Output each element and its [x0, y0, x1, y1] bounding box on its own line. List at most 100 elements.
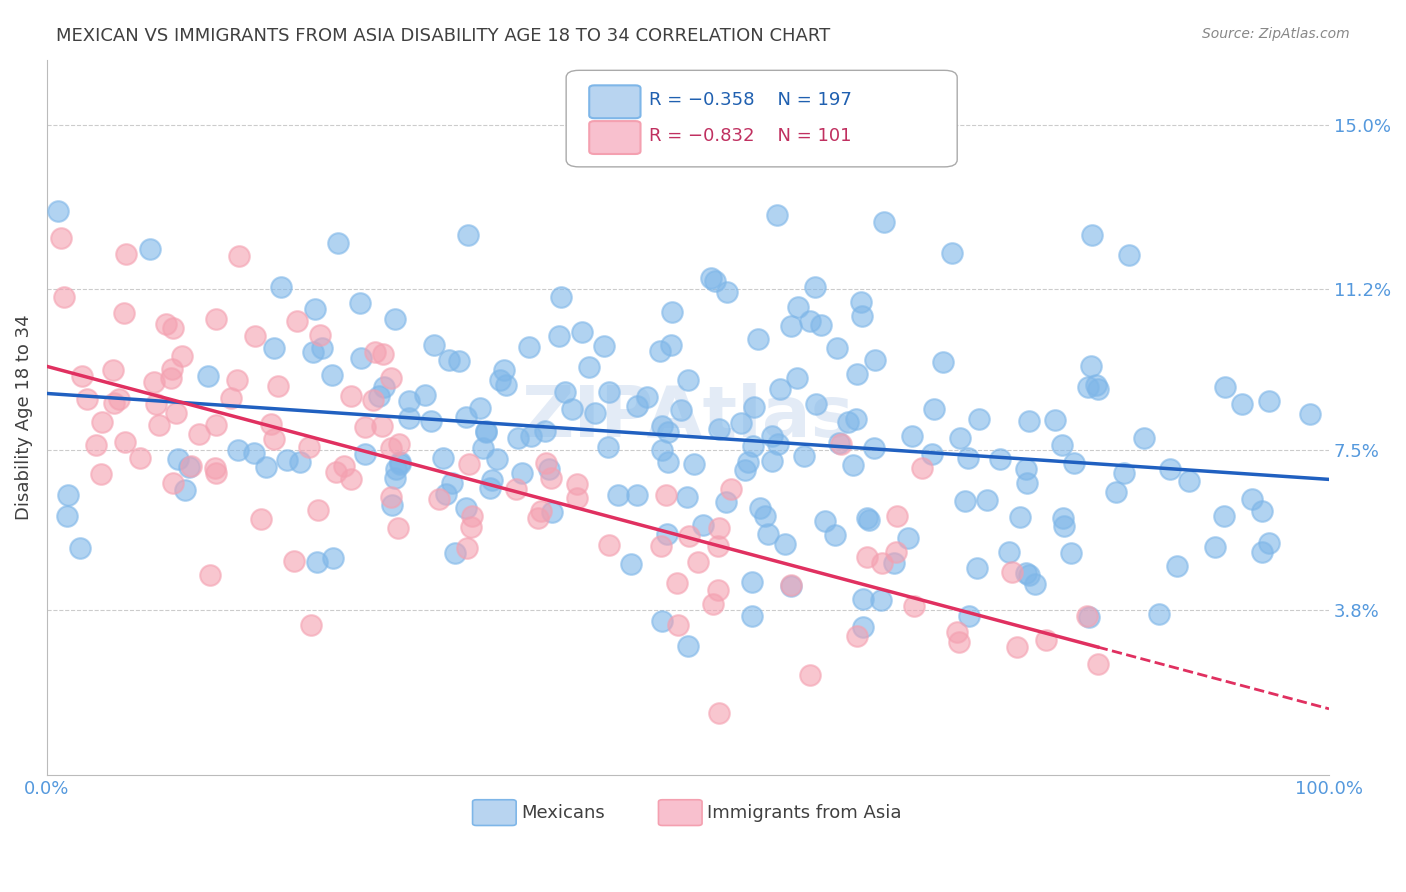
Point	[267, 378, 290, 392]
Point	[676, 490, 699, 504]
Point	[692, 518, 714, 533]
Point	[1077, 610, 1099, 624]
Point	[1010, 509, 1032, 524]
Point	[659, 338, 682, 352]
Point	[103, 363, 125, 377]
Point	[373, 379, 395, 393]
Point	[858, 513, 880, 527]
Point	[686, 555, 709, 569]
Point	[304, 301, 326, 316]
Point	[1015, 462, 1038, 476]
Point	[598, 384, 620, 399]
Point	[862, 441, 884, 455]
Point	[1159, 462, 1181, 476]
Point	[461, 508, 484, 523]
Point	[856, 549, 879, 564]
Point	[114, 435, 136, 450]
Point	[592, 339, 614, 353]
Point	[475, 425, 498, 439]
Point	[761, 429, 783, 443]
Point	[90, 415, 112, 429]
Point	[837, 415, 859, 429]
Point	[205, 417, 228, 432]
Point	[922, 402, 945, 417]
Point	[886, 508, 908, 523]
Point	[810, 318, 832, 332]
Point	[754, 508, 776, 523]
Y-axis label: Disability Age 18 to 34: Disability Age 18 to 34	[15, 314, 32, 520]
Point	[1112, 466, 1135, 480]
Point	[76, 392, 98, 406]
Point	[651, 419, 673, 434]
Point	[349, 296, 371, 310]
Point	[873, 215, 896, 229]
Point	[714, 494, 737, 508]
Point	[1178, 474, 1201, 488]
Point	[540, 471, 562, 485]
Point	[538, 462, 561, 476]
Point	[270, 279, 292, 293]
Point	[1299, 407, 1322, 421]
Point	[204, 461, 226, 475]
Point	[956, 451, 979, 466]
Point	[655, 487, 678, 501]
Point	[90, 467, 112, 482]
Point	[636, 390, 658, 404]
Point	[567, 491, 589, 506]
Point	[949, 431, 972, 445]
FancyBboxPatch shape	[589, 86, 641, 119]
Point	[1005, 640, 1028, 654]
Point	[921, 447, 943, 461]
Point	[472, 442, 495, 456]
Point	[254, 459, 277, 474]
Point	[243, 446, 266, 460]
Text: R = −0.358    N = 197: R = −0.358 N = 197	[650, 91, 852, 110]
Point	[561, 402, 583, 417]
Point	[683, 457, 706, 471]
Point	[1018, 568, 1040, 582]
Point	[706, 583, 728, 598]
Point	[283, 553, 305, 567]
Point	[371, 347, 394, 361]
Point	[1087, 382, 1109, 396]
Point	[1015, 566, 1038, 580]
Point	[651, 614, 673, 628]
Point	[56, 509, 79, 524]
Point	[389, 457, 412, 471]
Point	[661, 304, 683, 318]
Point	[263, 341, 285, 355]
Point	[162, 476, 184, 491]
Point	[488, 373, 510, 387]
Point	[897, 531, 920, 545]
Point	[769, 383, 792, 397]
Point	[475, 425, 498, 439]
Point	[716, 285, 738, 300]
Point	[456, 541, 478, 555]
Point	[578, 360, 600, 375]
Point	[707, 706, 730, 720]
Point	[384, 471, 406, 485]
Point	[115, 246, 138, 260]
Point	[1018, 414, 1040, 428]
Point	[225, 373, 247, 387]
Point	[744, 400, 766, 414]
Text: R = −0.832    N = 101: R = −0.832 N = 101	[650, 128, 852, 145]
Point	[454, 501, 477, 516]
Point	[187, 426, 209, 441]
Point	[567, 476, 589, 491]
Point	[321, 368, 343, 382]
Point	[371, 418, 394, 433]
Point	[260, 417, 283, 431]
Point	[495, 378, 517, 392]
Point	[350, 351, 373, 365]
Point	[299, 617, 322, 632]
Point	[676, 639, 699, 653]
Point	[505, 482, 527, 496]
Point	[46, 204, 69, 219]
Point	[976, 492, 998, 507]
Point	[799, 314, 821, 328]
Point	[177, 459, 200, 474]
Point	[1230, 397, 1253, 411]
Point	[849, 295, 872, 310]
Point	[309, 328, 332, 343]
